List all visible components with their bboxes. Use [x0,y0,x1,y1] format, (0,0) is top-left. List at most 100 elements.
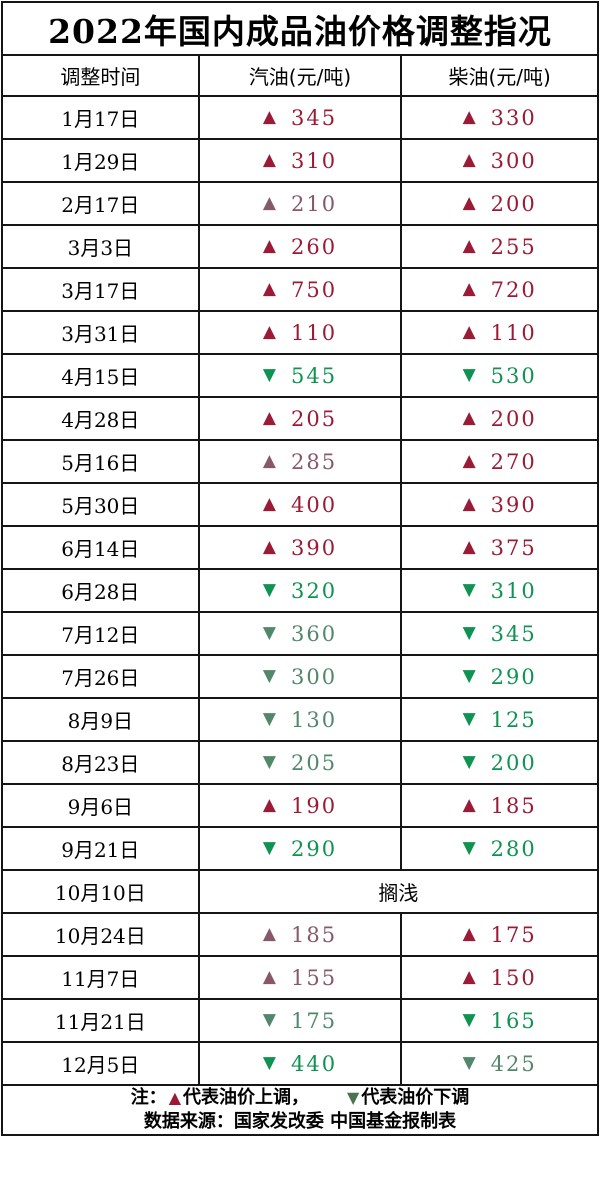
date-cell: 8月9日 [1,697,200,742]
value-wrap: ▼ 175 [200,1009,401,1033]
value-text: 285 [290,449,338,474]
value-text: 375 [490,535,537,560]
table-row: 8月9日 ▼ 130 ▼ 125 [1,697,599,742]
up-triangle-icon: ▲ [262,795,276,815]
value-text: 280 [490,836,537,861]
down-triangle-icon: ▼ [347,1088,360,1107]
value-wrap: ▼ 320 [200,579,401,603]
up-triangle-icon: ▲ [262,107,276,127]
up-triangle-icon: ▲ [168,1088,181,1107]
value-wrap: ▼ 440 [200,1052,401,1076]
value-wrap: ▼ 300 [200,665,401,689]
up-triangle-icon: ▲ [262,236,276,256]
value-wrap: ▼ 125 [402,708,597,732]
gasoline-cell: ▲ 205 [197,396,403,441]
down-triangle-icon: ▼ [262,1010,276,1030]
gasoline-cell: ▼ 300 [197,654,403,699]
gasoline-cell: ▲ 400 [197,482,403,527]
table-row: 3月17日 ▲ 750 ▲ 720 [1,267,599,312]
value-wrap: ▲ 330 [402,106,597,130]
up-triangle-icon: ▲ [262,967,276,987]
gasoline-cell: ▼ 545 [197,353,403,398]
value-wrap: ▼ 130 [200,708,401,732]
diesel-cell: ▼ 310 [400,568,599,613]
value-text: 545 [290,363,338,388]
table-row: 7月26日 ▼ 300 ▼ 290 [1,654,599,699]
value-text: 200 [490,191,537,216]
value-text: 200 [490,750,537,775]
up-triangle-icon: ▲ [262,279,276,299]
value-text: 175 [490,922,537,947]
diesel-cell: ▼ 530 [400,353,599,398]
diesel-cell: ▲ 185 [400,783,599,828]
value-text: 205 [290,406,338,431]
value-wrap: ▲ 400 [200,493,401,517]
up-triangle-icon: ▲ [262,193,276,213]
value-wrap: ▲ 300 [402,149,597,173]
up-triangle-icon: ▲ [462,279,476,299]
date-cell: 5月16日 [1,439,200,484]
value-wrap: ▲ 200 [402,407,597,431]
down-triangle-icon: ▼ [462,752,476,772]
value-text: 750 [290,277,338,302]
up-triangle-icon: ▲ [462,537,476,557]
table-row: 9月21日 ▼ 290 ▼ 280 [1,826,599,871]
gasoline-cell: ▲ 155 [197,955,403,1000]
table-row: 3月31日 ▲ 110 ▲ 110 [1,310,599,355]
date-cell: 8月23日 [1,740,200,785]
diesel-cell: ▲ 110 [400,310,599,355]
value-text: 310 [490,578,537,603]
value-wrap: ▲ 200 [402,192,597,216]
note-up-text: 代表油价上调， [183,1087,309,1108]
value-wrap: ▼ 310 [402,579,597,603]
value-text: 720 [490,277,537,302]
date-cell: 6月14日 [1,525,200,570]
up-triangle-icon: ▲ [462,795,476,815]
gasoline-cell: ▲ 260 [197,224,403,269]
value-wrap: ▼ 280 [402,837,597,861]
stranded-cell: 搁浅 [197,869,600,914]
gasoline-cell: ▲ 110 [197,310,403,355]
value-wrap: ▲ 175 [402,923,597,947]
value-wrap: ▼ 205 [200,751,401,775]
value-wrap: ▲ 270 [402,450,597,474]
down-triangle-icon: ▼ [462,838,476,858]
header-row: 调整时间 汽油(元/吨) 柴油(元/吨) [1,54,599,97]
value-text: 400 [290,492,338,517]
value-wrap: ▲ 310 [200,149,401,173]
table-row: 11月21日 ▼ 175 ▼ 165 [1,998,599,1043]
gasoline-cell: ▲ 210 [197,181,403,226]
gasoline-cell: ▲ 285 [197,439,403,484]
diesel-cell: ▲ 150 [400,955,599,1000]
down-triangle-icon: ▼ [262,580,276,600]
value-wrap: ▼ 165 [402,1009,597,1033]
value-wrap: ▲ 210 [200,192,401,216]
table-row: 6月14日 ▲ 390 ▲ 375 [1,525,599,570]
note-down-text: 代表油价下调 [361,1087,470,1108]
down-triangle-icon: ▼ [262,838,276,858]
date-cell: 6月28日 [1,568,200,613]
table-row: 5月16日 ▲ 285 ▲ 270 [1,439,599,484]
table-row: 3月3日 ▲ 260 ▲ 255 [1,224,599,269]
value-text: 530 [490,363,537,388]
gasoline-cell: ▲ 390 [197,525,403,570]
down-triangle-icon: ▼ [462,1010,476,1030]
title-row: 2022年国内成品油价格调整指况 [1,1,599,56]
value-text: 205 [290,750,338,775]
value-wrap: ▼ 290 [200,837,401,861]
diesel-cell: ▲ 375 [400,525,599,570]
date-cell: 12月5日 [1,1041,200,1086]
value-text: 125 [490,707,537,732]
date-cell: 10月10日 [1,869,200,914]
up-triangle-icon: ▲ [462,967,476,987]
diesel-cell: ▲ 200 [400,181,599,226]
gasoline-cell: ▲ 345 [197,95,403,140]
date-cell: 11月7日 [1,955,200,1000]
up-triangle-icon: ▲ [462,193,476,213]
value-text: 210 [290,191,338,216]
date-cell: 3月17日 [1,267,200,312]
value-text: 130 [290,707,338,732]
value-text: 300 [290,664,338,689]
value-wrap: ▲ 205 [200,407,401,431]
